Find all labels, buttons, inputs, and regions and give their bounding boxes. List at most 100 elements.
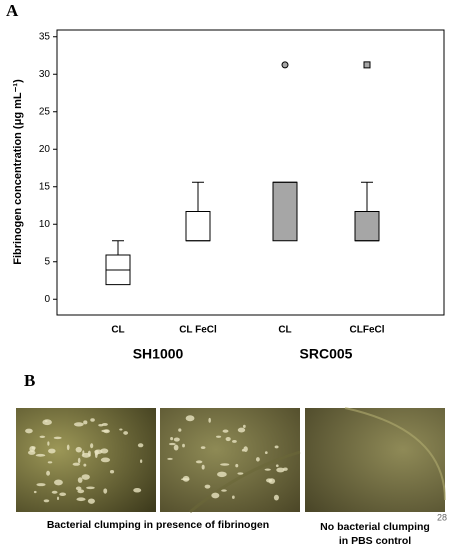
y-tick-label: 20 [39,144,51,155]
photo-detail [86,486,95,490]
photo-detail [276,467,285,473]
photo-detail [139,459,143,463]
photo-detail [43,499,50,503]
photo-detail [173,437,180,442]
photo-detail [75,486,82,491]
photo-detail [182,443,185,448]
photo-detail [35,453,46,457]
photo-detail [36,483,46,487]
caption: Bacterial clumping in presence of fibrin… [47,519,269,531]
photo-detail [90,418,95,422]
x-tick-label: CL FeCl [179,325,217,336]
photo [16,408,156,512]
photo-detail [90,443,94,449]
y-tick-label: 30 [39,69,51,80]
photo-detail [98,424,104,427]
photo-detail [200,446,206,449]
photo-detail [235,463,239,468]
photo-detail [221,489,227,492]
photo-detail [123,431,129,435]
photo-detail [77,477,83,483]
photo-detail [232,439,237,443]
photo-detail [178,428,182,432]
photo-detail [220,463,230,466]
photo-detail [222,429,229,433]
y-tick-label: 35 [39,31,51,42]
photo-detail [189,450,301,514]
photo [305,408,445,512]
photo-detail [73,422,84,427]
photo-detail [173,444,179,451]
photo-detail [344,407,446,501]
photo-detail [283,467,288,471]
group-label: SRC005 [300,346,353,362]
photos [16,407,446,514]
photo-detail [170,436,174,441]
photo-detail [273,494,279,501]
photo-detail [225,437,231,442]
photo-detail [47,441,50,446]
photo-detail [268,478,276,484]
y-tick-label: 5 [44,256,50,267]
photo-detail [87,498,95,504]
photo-detail [77,489,85,494]
plot-frame [56,29,445,316]
photo-detail [54,479,63,486]
y-tick-label: 10 [39,219,51,230]
photo-detail [204,484,211,489]
photo-detail [137,443,144,448]
photo-detail [72,462,80,466]
photo-detail [133,487,142,493]
photo-detail [195,460,203,464]
caption: No bacterial clumping [320,521,430,533]
panel-label: B [24,371,35,390]
photo-detail [264,451,268,455]
outlier [363,61,371,69]
photo-detail [39,435,46,438]
photo-detail [59,492,67,497]
box [354,211,380,242]
photo-detail [46,470,50,476]
photo-detail [275,464,279,468]
photo-detail [33,490,37,494]
photo-detail [101,429,109,433]
x-tick-label: CL [278,325,291,336]
photo-detail [48,448,56,454]
photo-detail [119,428,123,431]
caption: in PBS control [339,535,411,547]
photo-detail [274,445,279,449]
photo-detail [25,428,33,434]
photo-detail [83,420,88,425]
photo-detail [53,436,62,440]
photo-detail [243,446,248,453]
photo-detail [255,457,260,462]
photo-detail [232,495,235,499]
photo-detail [211,492,220,499]
photo-detail [168,442,176,446]
photo-detail [51,490,58,494]
photo-detail [216,435,222,438]
photo-detail [167,457,173,460]
photo-detail [47,461,53,464]
photo-detail [66,444,70,451]
photo-detail [94,452,98,459]
group-label: SH1000 [133,346,184,362]
box [272,181,298,242]
photo-detail [81,474,90,480]
box [185,211,211,242]
y-axis-label: Fibrinogen concentration (μg mL⁻¹) [12,79,24,265]
photo-detail [103,488,108,494]
photo-detail [237,427,246,433]
outlier [281,61,289,69]
photo-detail [29,446,36,452]
photo-detail [242,424,246,428]
photo-detail [201,464,205,470]
y-tick-label: 25 [39,106,51,117]
photo-detail [237,472,244,475]
panel-label: A [6,1,19,20]
photo-detail [77,457,81,464]
photo-detail [100,457,111,463]
photo-detail [76,497,86,502]
x-tick-label: CL [111,325,124,336]
